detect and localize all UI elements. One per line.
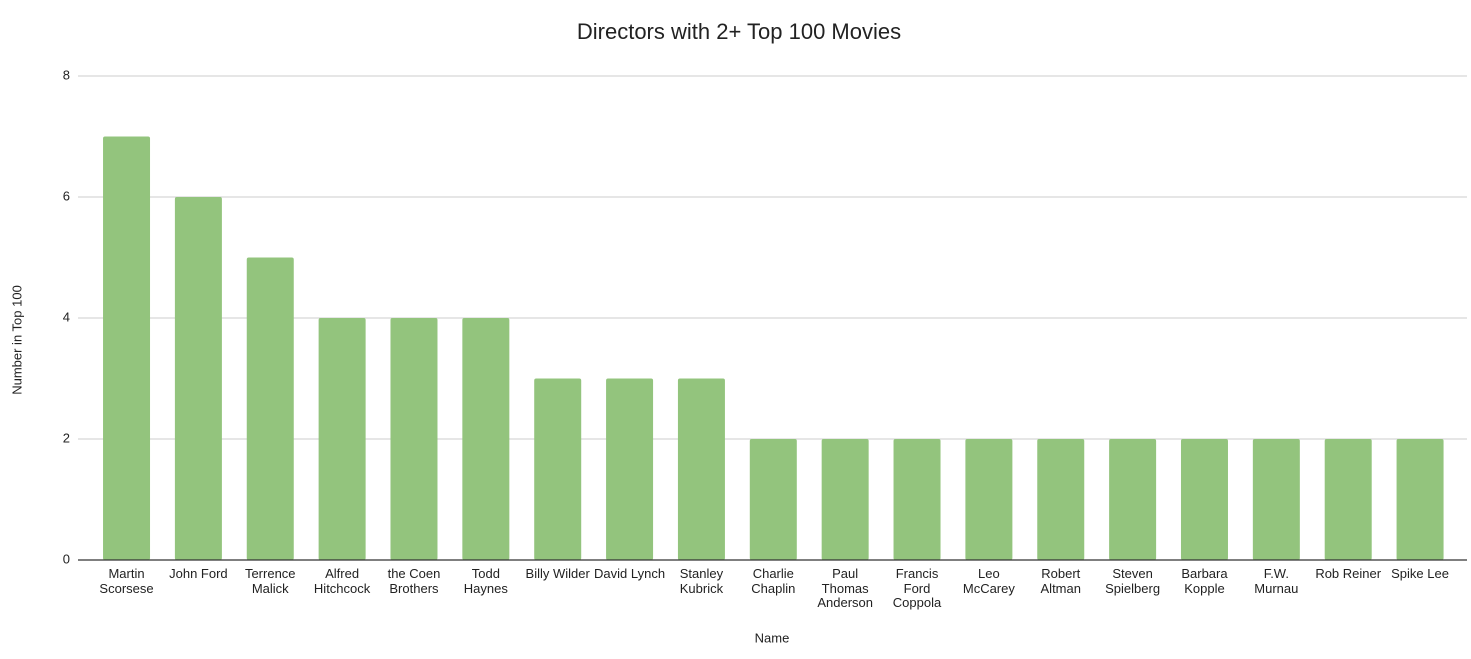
bar (534, 378, 582, 560)
bar (677, 378, 725, 560)
y-tick-label: 2 (63, 430, 70, 445)
y-tick-label: 4 (63, 309, 70, 324)
bar (1252, 439, 1300, 560)
x-tick-label: Spike Lee (1391, 566, 1449, 581)
x-tick-label: Steven Spielberg (1105, 566, 1161, 596)
bar (390, 318, 438, 560)
bar (174, 197, 222, 560)
x-tick-label: Paul Thomas Anderson (817, 566, 873, 610)
x-tick-label: Martin Scorsese (99, 566, 154, 596)
bar (606, 378, 654, 560)
x-tick-label: John Ford (169, 566, 228, 581)
x-tick-label: Charlie Chaplin (751, 566, 796, 596)
x-tick-label: Alfred Hitchcock (313, 566, 371, 596)
bar (893, 439, 941, 560)
bar (1324, 439, 1372, 560)
x-tick-label: Robert Altman (1040, 566, 1081, 596)
y-tick-label: 6 (63, 188, 70, 203)
bar (965, 439, 1013, 560)
bar (1396, 439, 1444, 560)
x-tick-label: Billy Wilder (525, 566, 590, 581)
x-tick-label: the Coen Brothers (387, 566, 441, 596)
bar (749, 439, 797, 560)
bar (821, 439, 869, 560)
x-tick-label: Rob Reiner (1315, 566, 1382, 581)
bar (318, 318, 366, 560)
bar (1037, 439, 1085, 560)
chart-title: Directors with 2+ Top 100 Movies (577, 19, 901, 44)
bar (103, 136, 151, 560)
x-tick-label: Stanley Kubrick (679, 566, 724, 596)
y-tick-label: 8 (63, 67, 70, 82)
bar (1180, 439, 1228, 560)
x-tick-label: F.W. Murnau (1254, 566, 1299, 596)
x-tick-label: Terrence Malick (244, 566, 296, 596)
x-tick-label: Francis Ford Coppola (892, 566, 942, 610)
x-tick-label: Barbara Kopple (1181, 566, 1228, 596)
y-tick-label: 0 (63, 551, 70, 566)
bar (462, 318, 510, 560)
bar (246, 257, 294, 560)
x-axis-label: Name (755, 630, 790, 645)
x-tick-label: Todd Haynes (463, 566, 508, 596)
x-tick-label: David Lynch (594, 566, 666, 581)
x-tick-label: Leo McCarey (962, 566, 1015, 596)
bar (1109, 439, 1157, 560)
y-axis-label: Number in Top 100 (9, 285, 24, 395)
